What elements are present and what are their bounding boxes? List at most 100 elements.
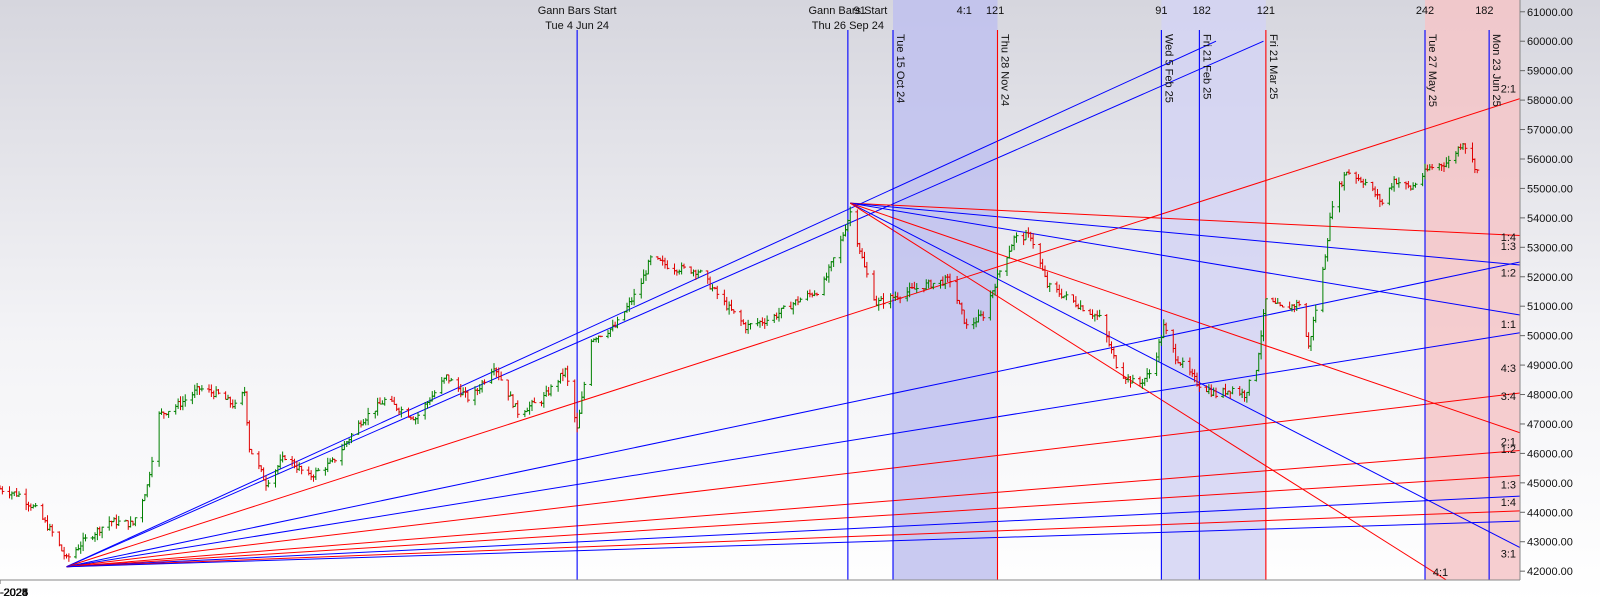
price-bar <box>17 491 21 497</box>
y-tick-label-3: 45000.00 <box>1527 478 1573 490</box>
shaded-range-2 <box>1425 0 1520 580</box>
ratio-label-7: 2:1 <box>1501 437 1516 449</box>
marker-date-8: Mon 23 Jun 25 <box>1490 34 1502 107</box>
price-bar <box>1064 291 1069 301</box>
y-tick-label-16: 58000.00 <box>1527 95 1573 107</box>
price-bar <box>332 458 337 463</box>
marker-title-1: Gann Bars Start <box>808 5 887 17</box>
price-bar <box>1247 379 1252 396</box>
cycle-label-6: 242 <box>1416 5 1434 17</box>
ratio-label-5: 4:3 <box>1501 363 1516 375</box>
price-bar <box>150 456 154 478</box>
price-bar <box>565 365 570 386</box>
price-bar <box>931 282 936 290</box>
price-bar <box>349 432 354 444</box>
price-bar <box>1380 198 1385 206</box>
marker-labels: Gann Bars Start Tue 4 Jun 24 Gann Bars Sta… <box>538 5 1516 579</box>
x-tick-label-8: 15-07-2024 <box>0 587 28 599</box>
price-bar <box>532 397 537 404</box>
price-bar <box>216 389 221 395</box>
x-axis: 05-10-202309-11-202314-12-202318-01-2024… <box>0 580 28 599</box>
price-bar <box>831 257 836 267</box>
y-tick-label-2: 44000.00 <box>1527 507 1573 519</box>
cycle-label-3: 91 <box>1155 5 1167 17</box>
price-bar <box>1330 201 1335 220</box>
y-tick-label-8: 50000.00 <box>1527 331 1573 343</box>
price-bar <box>133 517 138 527</box>
price-bar <box>598 335 603 338</box>
x-tick-label-15: 17-03-2025 <box>0 587 28 599</box>
price-bar <box>964 318 969 329</box>
x-tick-label-5: 28-03-2024 <box>0 587 28 599</box>
fan-line-2 <box>66 98 1520 568</box>
price-bar <box>781 305 786 309</box>
price-bar <box>881 293 886 309</box>
fan-line-8 <box>66 495 1520 568</box>
fan-line-3 <box>66 261 1520 568</box>
price-bar <box>765 315 770 326</box>
x-tick-label-3: 18-01-2024 <box>0 587 28 599</box>
price-bar <box>1280 304 1285 308</box>
price-bar <box>748 322 753 330</box>
price-bar <box>199 385 204 392</box>
price-bar <box>665 260 670 270</box>
price-bar <box>731 309 736 314</box>
shaded-range-0 <box>893 0 998 580</box>
cycle-label-5: 121 <box>1257 5 1275 17</box>
fan-line-6 <box>66 449 1520 568</box>
y-tick-label-18: 60000.00 <box>1527 36 1573 48</box>
price-bar <box>798 297 803 303</box>
price-bar <box>1347 169 1351 175</box>
ratio-label-6: 3:4 <box>1501 391 1516 403</box>
marker-date-1: Thu 26 Sep 24 <box>812 20 884 32</box>
x-tick-label-14: 07-02-2025 <box>0 587 28 599</box>
price-bar <box>682 263 686 269</box>
price-bar <box>1446 155 1451 169</box>
price-bar <box>465 390 470 403</box>
fan-line-10 <box>66 520 1520 568</box>
price-bar <box>1396 177 1401 188</box>
price-bar <box>399 406 404 418</box>
marker-date-6: Fri 21 Mar 25 <box>1267 34 1279 99</box>
y-tick-label-15: 57000.00 <box>1527 125 1573 137</box>
cycle-label-4: 182 <box>1193 5 1211 17</box>
x-tick-label-18: 02-07-2025 <box>0 587 28 599</box>
ratio-label-10: 1:4 <box>1501 497 1516 509</box>
price-bar <box>416 412 420 424</box>
y-tick-label-19: 61000.00 <box>1527 7 1573 19</box>
y-tick-label-7: 49000.00 <box>1527 360 1573 372</box>
ratio-label-2: 1:3 <box>1501 241 1516 253</box>
price-bar <box>632 288 637 306</box>
fan-line-7 <box>66 474 1520 568</box>
y-tick-label-6: 48000.00 <box>1527 390 1573 402</box>
fan-line-16 <box>849 202 1447 580</box>
price-bar <box>116 515 121 526</box>
price-bar <box>1130 374 1135 384</box>
price-bar <box>449 377 454 382</box>
x-tick-label-0: 05-10-2023 <box>0 587 28 599</box>
price-bar <box>0 486 5 495</box>
price-bar <box>1297 300 1302 307</box>
y-tick-label-14: 56000.00 <box>1527 154 1573 166</box>
price-bar <box>715 285 720 300</box>
y-tick-label-9: 51000.00 <box>1527 301 1573 313</box>
y-tick-label-11: 53000.00 <box>1527 242 1573 254</box>
ratio-label-3: 1:2 <box>1501 267 1516 279</box>
price-bar <box>1031 233 1036 249</box>
fan-line-14 <box>850 202 1520 434</box>
ratio-label-4: 1:1 <box>1501 319 1516 331</box>
price-bar <box>1114 355 1119 369</box>
ratio-label-0: 2:1 <box>1501 83 1516 95</box>
price-bar <box>233 399 238 409</box>
ratio-label-9: 1:3 <box>1501 479 1516 491</box>
price-bar <box>100 526 105 539</box>
fan-line-4 <box>66 332 1520 568</box>
price-bar <box>249 448 254 455</box>
ratio-label-8: 1:2 <box>1501 444 1516 456</box>
price-bar <box>848 206 853 227</box>
price-bar <box>1047 282 1052 292</box>
y-tick-label-0: 42000.00 <box>1527 566 1573 578</box>
price-bar <box>1363 178 1368 186</box>
fan-line-5 <box>66 392 1520 568</box>
